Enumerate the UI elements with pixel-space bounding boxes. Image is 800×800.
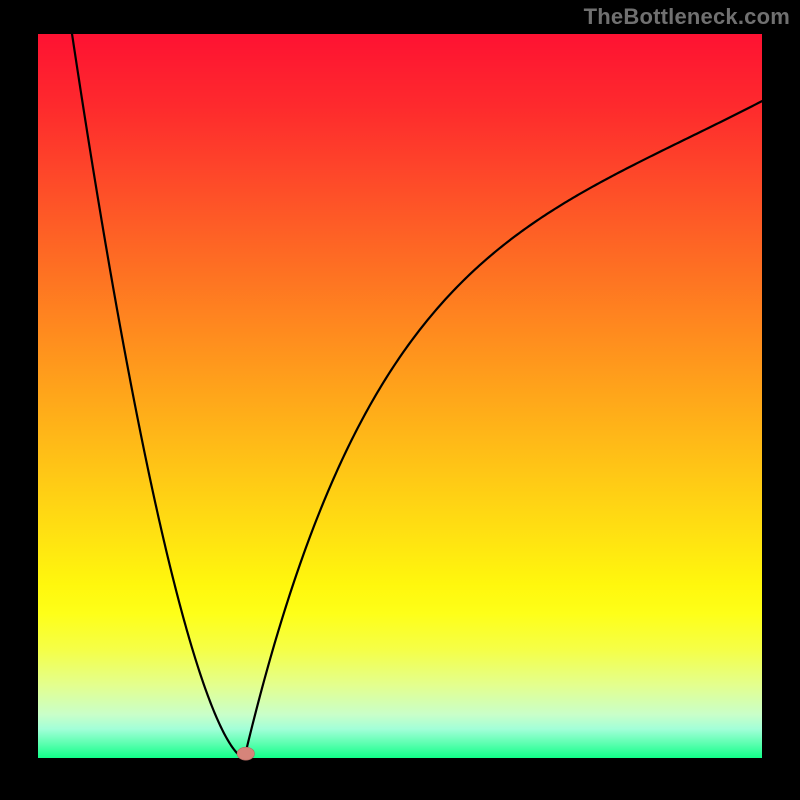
optimal-point-marker — [237, 747, 254, 760]
plot-area — [38, 34, 762, 758]
chart-container: TheBottleneck.com — [0, 0, 800, 800]
watermark-text: TheBottleneck.com — [584, 4, 790, 30]
bottleneck-chart — [0, 0, 800, 800]
